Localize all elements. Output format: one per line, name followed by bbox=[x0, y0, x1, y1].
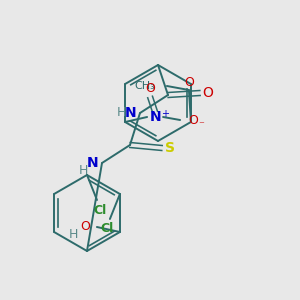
Text: +: + bbox=[161, 109, 169, 119]
Text: ⁻: ⁻ bbox=[198, 120, 204, 130]
Text: H: H bbox=[68, 229, 78, 242]
Text: N: N bbox=[124, 106, 136, 120]
Text: O: O bbox=[145, 82, 155, 94]
Text: H: H bbox=[79, 164, 88, 178]
Text: Cl: Cl bbox=[93, 203, 106, 217]
Text: O: O bbox=[202, 86, 213, 100]
Text: N: N bbox=[86, 156, 98, 170]
Text: N: N bbox=[149, 110, 161, 124]
Text: S: S bbox=[165, 141, 175, 155]
Text: O: O bbox=[184, 76, 194, 88]
Text: Cl: Cl bbox=[100, 223, 113, 236]
Text: O: O bbox=[80, 220, 90, 233]
Text: O: O bbox=[188, 113, 198, 127]
Text: H: H bbox=[117, 106, 126, 119]
Text: CH₃: CH₃ bbox=[134, 81, 155, 91]
